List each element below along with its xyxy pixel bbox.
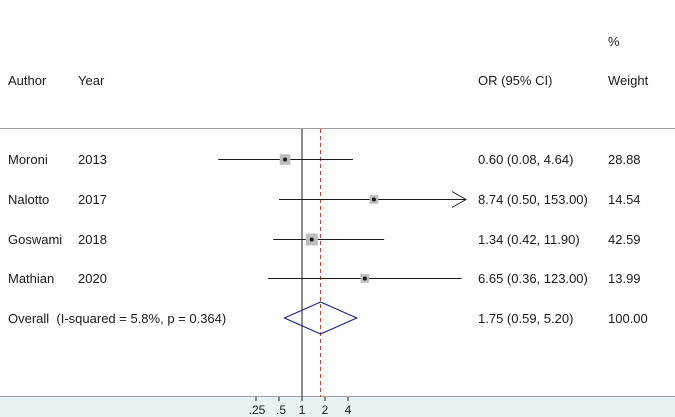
point-estimate [283, 157, 288, 162]
header-weight: Weight [608, 73, 649, 88]
study-author: Goswami [8, 232, 63, 247]
study-weight: 28.88 [608, 152, 641, 167]
overall-diamond [283, 301, 359, 335]
x-tick-label: .5 [275, 403, 287, 417]
study-ci-text: 0.60 (0.08, 4.64) [478, 152, 574, 167]
study-author: Nalotto [8, 192, 50, 207]
overall-ci-text: 1.75 (0.59, 5.20) [478, 311, 574, 326]
point-estimate [309, 237, 314, 242]
study-ci-text: 1.34 (0.42, 11.90) [478, 232, 580, 247]
study-author: Moroni [8, 152, 48, 167]
x-tick-label: 2 [321, 403, 329, 417]
header-percent: % [608, 34, 620, 49]
study-year: 2013 [78, 152, 107, 167]
study-ci-text: 6.65 (0.36, 123.00) [478, 271, 588, 286]
study-year: 2017 [78, 192, 107, 207]
header-year: Year [78, 73, 105, 88]
x-tick-label: 1 [298, 403, 306, 417]
header-or: OR (95% CI) [478, 73, 553, 88]
x-tick-label: .25 [248, 403, 266, 417]
study-year: 2018 [78, 232, 107, 247]
study-weight: 13.99 [608, 271, 641, 286]
study-weight: 42.59 [608, 232, 641, 247]
overall-label: Overall (I-squared = 5.8%, p = 0.364) [8, 311, 227, 326]
ci-arrow [451, 191, 468, 208]
point-estimate [362, 276, 367, 281]
study-author: Mathian [8, 271, 55, 286]
study-weight: 14.54 [608, 192, 641, 207]
study-year: 2020 [78, 271, 107, 286]
header-author: Author [8, 73, 47, 88]
x-tick-label: 4 [344, 403, 352, 417]
study-ci-text: 8.74 (0.50, 153.00) [478, 192, 588, 207]
overall-weight: 100.00 [608, 311, 648, 326]
point-estimate [371, 197, 376, 202]
bottom-band [0, 397, 675, 417]
